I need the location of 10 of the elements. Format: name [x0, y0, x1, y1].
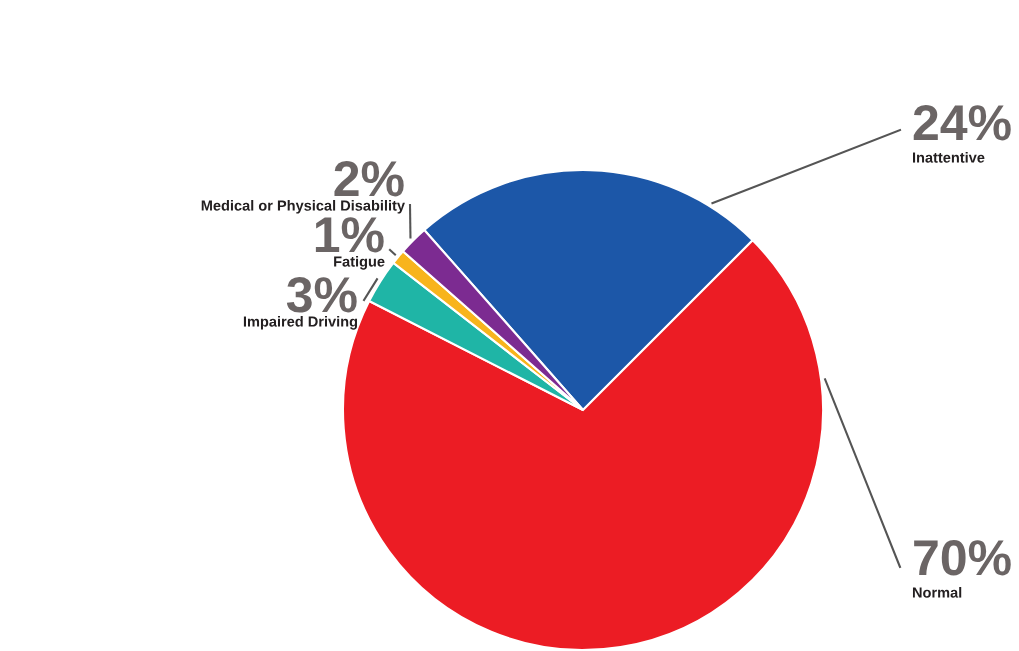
slice-label: Fatigue [334, 256, 385, 270]
data-label: 24% [913, 105, 1011, 141]
data-label: 1% [315, 217, 384, 253]
slice-label: Normal [912, 587, 962, 598]
slice-label: Inattentive [912, 152, 985, 163]
data-label: 3% [286, 277, 357, 313]
slice-label: Medical or Physical Disability [201, 200, 405, 214]
data-label: 70% [914, 540, 1011, 576]
data-label: 2% [334, 161, 404, 197]
slice-label: Impaired Driving [243, 316, 358, 330]
